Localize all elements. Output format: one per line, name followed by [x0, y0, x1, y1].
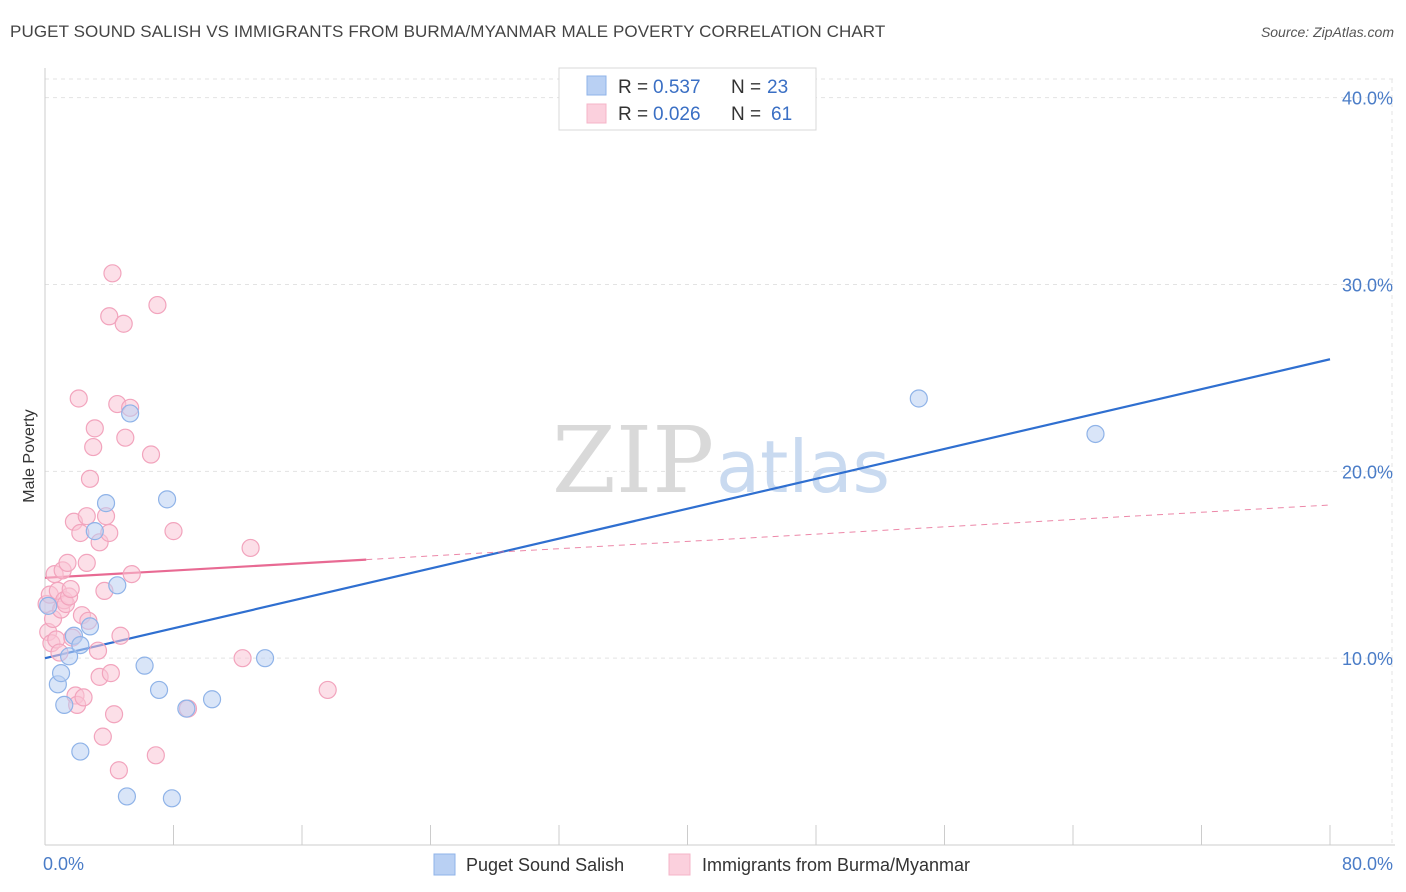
- burma-point-27: [80, 469, 100, 488]
- salish-point-2: [51, 664, 71, 683]
- salish-point-17: [162, 789, 181, 808]
- burma-point-33: [93, 727, 112, 746]
- data-points: [37, 264, 1105, 808]
- legend-n-label-1: N =: [731, 77, 761, 98]
- salish-point-6: [71, 635, 90, 655]
- burma-point-13: [58, 553, 77, 572]
- axes: [44, 68, 1395, 846]
- bottom-legend: Puget Sound Salish Immigrants from Burma…: [433, 853, 970, 876]
- salish-point-8: [80, 617, 100, 636]
- salish-point-3: [55, 695, 74, 714]
- trend-lines: [44, 358, 1331, 660]
- y-axis-label: Male Poverty: [21, 409, 38, 502]
- salish-point-15: [149, 680, 169, 700]
- burma-point-44: [114, 314, 133, 333]
- bottom-legend-swatch-salish: [433, 853, 456, 876]
- salish-point-10: [96, 494, 116, 513]
- burma-point-51: [164, 522, 183, 541]
- burma-point-23: [74, 688, 93, 707]
- salish-point-7: [71, 742, 90, 761]
- burma-point-37: [100, 307, 119, 326]
- source-label: Source: ZipAtlas.com: [1260, 24, 1394, 40]
- burma-point-24: [77, 507, 96, 526]
- salish-point-21: [909, 389, 928, 408]
- legend-r-label-2: R =: [618, 104, 648, 125]
- burma-point-42: [109, 761, 128, 780]
- burma-point-54: [241, 538, 260, 558]
- burma-point-49: [146, 746, 165, 765]
- salish-point-11: [108, 576, 127, 595]
- y-tick-label-0: 10.0%: [1342, 649, 1393, 669]
- burma-point-53: [233, 649, 252, 668]
- salish-point-16: [157, 490, 177, 509]
- burma-point-45: [116, 428, 135, 447]
- salish-point-20: [255, 649, 275, 668]
- legend-n-value-1: 23: [767, 77, 788, 98]
- x-tick-labels: 0.0% 80.0%: [43, 854, 1393, 874]
- burma-trend-line-dashed: [366, 504, 1331, 561]
- salish-point-12: [117, 787, 137, 806]
- bottom-legend-label-burma: Immigrants from Burma/Myanmar: [702, 855, 970, 875]
- legend-r-value-2: 0.026: [653, 104, 701, 125]
- x-tick-label-0: 0.0%: [43, 854, 84, 874]
- burma-point-15: [61, 579, 80, 599]
- y-tick-label-1: 20.0%: [1342, 462, 1393, 482]
- burma-point-43: [111, 626, 130, 645]
- legend: R = 0.537 N = 23 R = 0.026 N = 61: [558, 67, 817, 131]
- y-tick-label-2: 30.0%: [1342, 276, 1393, 296]
- watermark: ZIP atlas: [552, 407, 890, 514]
- legend-n-label-2: N =: [731, 104, 761, 125]
- salish-point-9: [85, 522, 104, 541]
- burma-point-50: [148, 295, 167, 315]
- burma-point-38: [101, 664, 120, 683]
- burma-point-25: [77, 553, 96, 572]
- salish-point-13: [121, 404, 140, 423]
- salish-point-19: [202, 690, 222, 709]
- burma-point-55: [318, 680, 337, 700]
- salish-point-18: [177, 699, 196, 718]
- burma-point-28: [84, 437, 103, 457]
- salish-point-4: [59, 647, 79, 666]
- y-tick-label-3: 40.0%: [1342, 89, 1393, 109]
- legend-n-value-2: 61: [771, 104, 792, 125]
- burma-point-29: [85, 419, 104, 438]
- legend-r-label-1: R =: [618, 77, 648, 98]
- legend-swatch-salish: [586, 75, 607, 96]
- salish-point-14: [135, 656, 154, 675]
- salish-point-22: [1086, 424, 1105, 444]
- burma-point-47: [122, 564, 141, 584]
- salish-trend-line: [44, 358, 1331, 660]
- watermark-zip: ZIP: [552, 407, 714, 514]
- burma-point-39: [103, 264, 122, 283]
- y-tick-labels: 10.0% 20.0% 30.0% 40.0%: [1342, 89, 1393, 669]
- bottom-legend-label-salish: Puget Sound Salish: [466, 855, 624, 875]
- burma-point-48: [141, 445, 161, 464]
- bottom-legend-swatch-burma: [668, 853, 691, 876]
- burma-point-30: [88, 641, 108, 660]
- salish-point-0: [39, 596, 58, 615]
- burma-trend-line-solid: [44, 558, 367, 579]
- burma-point-40: [104, 705, 124, 724]
- x-tick-label-1: 80.0%: [1342, 854, 1393, 874]
- burma-point-20: [69, 389, 88, 408]
- chart-title: PUGET SOUND SALISH VS IMMIGRANTS FROM BU…: [10, 22, 886, 41]
- legend-swatch-burma: [586, 103, 607, 124]
- legend-r-value-1: 0.537: [653, 77, 701, 98]
